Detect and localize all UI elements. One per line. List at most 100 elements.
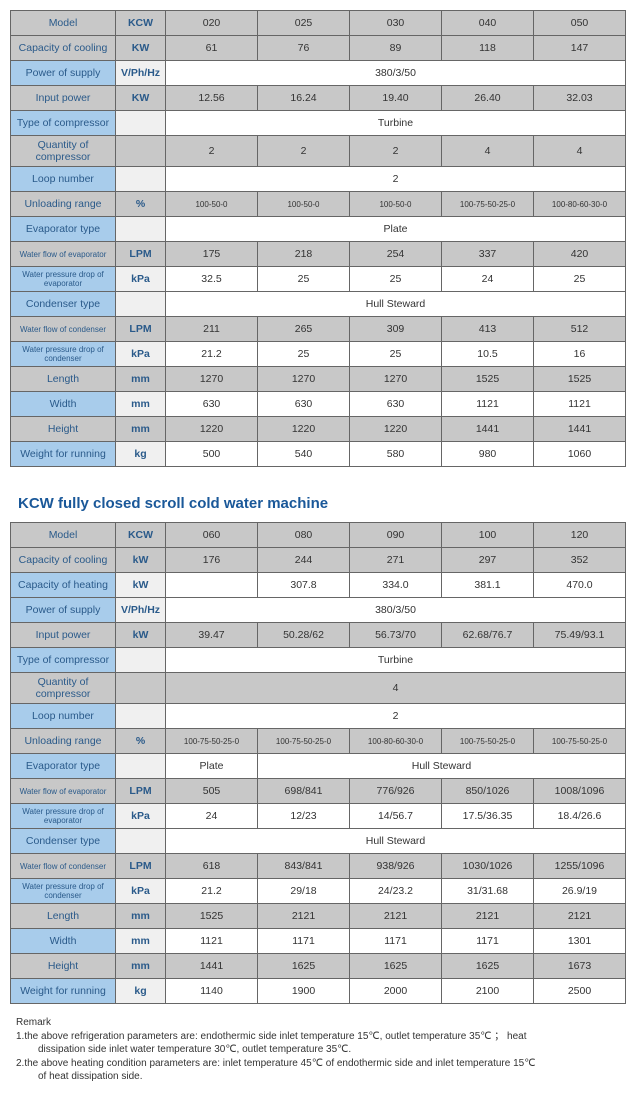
row-label: Capacity of heating (11, 573, 116, 598)
cell: Turbine (166, 111, 626, 136)
remark-block: Remark 1.the above refrigeration paramet… (10, 1016, 626, 1084)
remark-heading: Remark (16, 1016, 620, 1030)
col-header-label: Model (11, 11, 116, 36)
cell: 1525 (166, 904, 258, 929)
row-unit: mm (116, 392, 166, 417)
cell: Hull Steward (166, 292, 626, 317)
cell: 630 (166, 392, 258, 417)
row-unit (116, 292, 166, 317)
row-unit (116, 648, 166, 673)
row-label: Loop number (11, 167, 116, 192)
cell: 1900 (258, 979, 350, 1004)
cell: 19.40 (350, 86, 442, 111)
row-label: Loop number (11, 704, 116, 729)
cell: 1171 (350, 929, 442, 954)
cell: 21.2 (166, 879, 258, 904)
cell: Hull Steward (166, 829, 626, 854)
cell: 2121 (350, 904, 442, 929)
row-unit: LPM (116, 242, 166, 267)
cell: 25 (350, 267, 442, 292)
cell: 50.28/62 (258, 623, 350, 648)
cell: 420 (534, 242, 626, 267)
cell: 100-75-50-25-0 (442, 192, 534, 217)
col-header: 100 (442, 523, 534, 548)
cell: 17.5/36.35 (442, 804, 534, 829)
cell: 218 (258, 242, 350, 267)
row-unit: LPM (116, 854, 166, 879)
col-header: 080 (258, 523, 350, 548)
cell: 1441 (166, 954, 258, 979)
cell: 297 (442, 548, 534, 573)
cell: 1270 (350, 367, 442, 392)
row-unit: kPa (116, 804, 166, 829)
row-unit: kW (116, 548, 166, 573)
cell: 100-75-50-25-0 (166, 729, 258, 754)
cell: 18.4/26.6 (534, 804, 626, 829)
row-label: Water flow of evaporator (11, 242, 116, 267)
cell: 381.1 (442, 573, 534, 598)
row-label: Condenser type (11, 829, 116, 854)
cell: 334.0 (350, 573, 442, 598)
cell: 100-80-60-30-0 (534, 192, 626, 217)
row-label: Condenser type (11, 292, 116, 317)
row-label: Water pressure drop of evaporator (11, 267, 116, 292)
cell: 31/31.68 (442, 879, 534, 904)
cell: 2 (166, 167, 626, 192)
cell: 244 (258, 548, 350, 573)
cell: 1255/1096 (534, 854, 626, 879)
cell: 100-80-60-30-0 (350, 729, 442, 754)
col-header: 090 (350, 523, 442, 548)
col-header-unit: KCW (116, 523, 166, 548)
cell: 1441 (442, 417, 534, 442)
cell: 29/18 (258, 879, 350, 904)
cell: 21.2 (166, 342, 258, 367)
row-unit (116, 829, 166, 854)
cell: 2121 (534, 904, 626, 929)
cell: 1625 (350, 954, 442, 979)
cell: 1441 (534, 417, 626, 442)
cell: 16 (534, 342, 626, 367)
col-header: 060 (166, 523, 258, 548)
cell: 100-75-50-25-0 (442, 729, 534, 754)
row-label: Water pressure drop of condenser (11, 879, 116, 904)
col-header: 120 (534, 523, 626, 548)
cell: 1220 (350, 417, 442, 442)
cell: 2500 (534, 979, 626, 1004)
cell: 980 (442, 442, 534, 467)
cell: 1030/1026 (442, 854, 534, 879)
cell: 75.49/93.1 (534, 623, 626, 648)
row-label: Input power (11, 86, 116, 111)
cell: 2 (166, 704, 626, 729)
row-label: Quantity of compressor (11, 673, 116, 704)
cell: 1008/1096 (534, 779, 626, 804)
cell: 100-50-0 (258, 192, 350, 217)
row-unit: mm (116, 367, 166, 392)
cell: 254 (350, 242, 442, 267)
row-label: Type of compressor (11, 648, 116, 673)
cell: 24 (166, 804, 258, 829)
cell: Turbine (166, 648, 626, 673)
col-header-unit: KCW (116, 11, 166, 36)
cell: 1060 (534, 442, 626, 467)
row-label: Height (11, 417, 116, 442)
cell: 352 (534, 548, 626, 573)
cell: 32.5 (166, 267, 258, 292)
col-header-label: Model (11, 523, 116, 548)
row-label: Evaporator type (11, 754, 116, 779)
cell: 1140 (166, 979, 258, 1004)
row-label: Water flow of evaporator (11, 779, 116, 804)
cell: 175 (166, 242, 258, 267)
cell: 32.03 (534, 86, 626, 111)
row-unit (116, 704, 166, 729)
section-title: KCW fully closed scroll cold water machi… (18, 495, 626, 512)
row-label: Weight for running (11, 979, 116, 1004)
row-unit (116, 673, 166, 704)
row-unit: kg (116, 979, 166, 1004)
row-label: Capacity of cooling (11, 36, 116, 61)
remark-line: dissipation side inlet water temperature… (16, 1043, 620, 1057)
row-label: Length (11, 367, 116, 392)
col-header: 040 (442, 11, 534, 36)
cell: 24/23.2 (350, 879, 442, 904)
cell: 2 (350, 136, 442, 167)
cell: Hull Steward (258, 754, 626, 779)
